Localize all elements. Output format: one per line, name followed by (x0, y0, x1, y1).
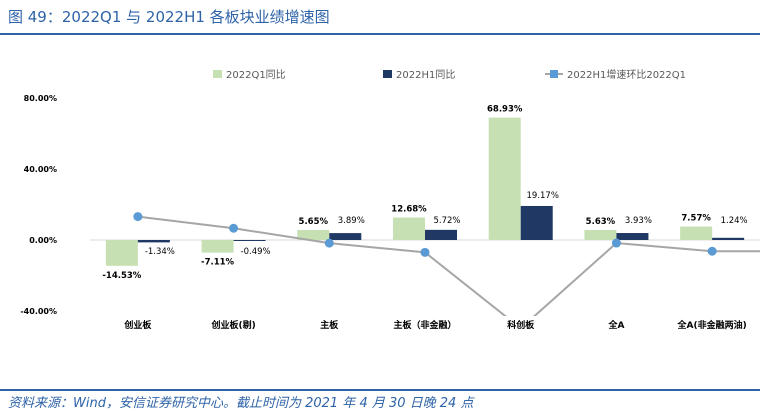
y-tick-label: 40.00% (24, 165, 57, 174)
h1-data-label: -1.34% (145, 247, 175, 257)
category-label: 创业板(剔) (210, 319, 255, 331)
ratio-point (420, 247, 430, 257)
ratio-point (707, 246, 717, 256)
h1-data-label: 3.89% (338, 216, 365, 226)
legend-2022q1-swatch (213, 70, 222, 78)
bar-2022h1 (329, 233, 362, 240)
h1-data-label: 19.17% (527, 191, 559, 201)
bar-2022q1 (201, 240, 234, 253)
bar-2022h1 (712, 237, 745, 240)
bar-2022q1 (297, 229, 330, 240)
bar-2022h1 (233, 240, 266, 241)
bar-2022q1 (488, 117, 521, 240)
legend-2022q1-label: 2022Q1同比 (226, 69, 286, 81)
bar-2022h1 (137, 240, 170, 243)
ratio-point (133, 212, 143, 222)
legend-2022h1-label: 2022H1同比 (396, 69, 455, 81)
bar-2022h1 (520, 205, 553, 240)
ratio-point (229, 223, 239, 233)
bar-2022h1 (425, 229, 457, 240)
h1-data-label: 3.93% (625, 216, 652, 226)
h1-data-label: 1.24% (721, 216, 748, 226)
q1-data-label: -7.11% (201, 258, 234, 268)
q1-data-label: 12.68% (391, 204, 427, 214)
category-label: 全A(非金融两油) (677, 319, 747, 331)
ratio-point (324, 238, 334, 248)
source-note: 资料来源：Wind，安信证券研究中心。截止时间为 2021 年 4 月 30 日… (8, 396, 474, 411)
figure-title: 图 49：2022Q1 与 2022H1 各板块业绩增速图 (8, 8, 330, 26)
q1-data-label: -14.53% (102, 271, 141, 281)
category-label: 主板（非金融） (393, 319, 456, 331)
category-label: 主板 (320, 319, 339, 331)
ratio-point (611, 238, 621, 248)
legend-ratio-label: 2022H1增速环比2022Q1 (567, 68, 686, 81)
ratio-line (137, 215, 760, 316)
category-label: 全A (607, 319, 624, 331)
bar-2022q1 (680, 226, 713, 240)
y-tick-label: 0.00% (29, 236, 57, 245)
category-label: 创业板 (123, 319, 152, 331)
q1-data-label: 68.93% (487, 105, 523, 115)
y-tick-label: 80.00% (24, 94, 57, 103)
y-tick-label: -40.00% (20, 307, 57, 316)
q1-data-label: 5.65% (299, 217, 329, 227)
q1-data-label: 5.63% (586, 217, 616, 227)
legend-2022h1-swatch (383, 70, 392, 78)
legend-ratio-marker (550, 70, 558, 78)
bar-line-chart: -40.00% 0.00% 40.00% 80.00% 2022Q1同比 2022H1同比… (20, 68, 760, 331)
title-rule (0, 33, 760, 35)
h1-data-label: -0.49% (241, 247, 271, 257)
source-rule (0, 389, 760, 391)
category-label: 科创板 (507, 319, 535, 331)
h1-data-label: 5.72% (433, 216, 460, 226)
q1-data-label: 7.57% (681, 214, 711, 224)
bar-2022q1 (584, 230, 617, 240)
bar-2022q1 (105, 240, 138, 266)
bar-2022q1 (393, 217, 425, 240)
bar-2022h1 (616, 233, 649, 240)
